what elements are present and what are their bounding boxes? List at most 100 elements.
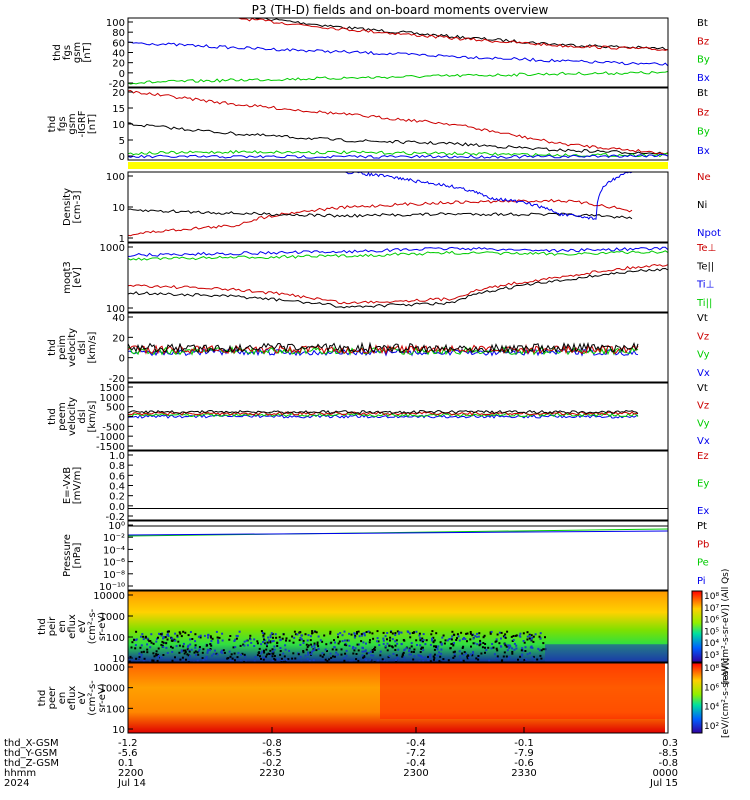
y-tick-label: 10⁰: [108, 521, 125, 532]
y-axis-label: peim: [57, 335, 68, 360]
spectrogram-hot-region: [380, 663, 668, 719]
y-axis-label: gsm: [67, 113, 78, 134]
legend-Ex: Ex: [697, 506, 709, 517]
y-tick-label: 1000: [100, 612, 125, 623]
legend-Pi: Pi: [697, 576, 706, 587]
series-line-Ni: [127, 208, 633, 220]
series-line-Bt: [128, 17, 669, 51]
y-tick-label: 10000: [93, 591, 125, 602]
colorbar-tick: 10⁶: [704, 616, 719, 626]
y-tick-label: 10⁻²: [103, 533, 125, 544]
y-tick-label: 100: [106, 633, 125, 644]
panel-peer_eflux: 10000 1000 100 10 thd peer en eflux eV (cm²-s-sr-…: [37, 658, 731, 738]
x-row-value: -8.5: [658, 748, 678, 759]
y-tick-label: -20: [109, 374, 125, 385]
y-axis-label: eV: [77, 620, 88, 633]
y-tick-label: 10000: [93, 663, 125, 674]
y-tick-label: 10⁻⁴: [103, 545, 125, 556]
legend-Pb: Pb: [697, 539, 709, 550]
y-tick-label: 20: [112, 333, 125, 344]
x-row-value: 2330: [511, 768, 536, 779]
y-axis-label: eV: [77, 691, 88, 704]
y-tick-label: 0: [119, 69, 125, 80]
panel-peim_velocity: 40 20 0 -20 thd peim velocity dsl [km/s] Vt Vz Vy Vx: [47, 312, 710, 385]
x-row-value: 2230: [259, 768, 284, 779]
panel-efield: 1.00.80.60.40.20.0-0.2 E=-VxB [mV/m] Ez Ey Ex: [62, 450, 709, 523]
x-row-value: -0.8: [262, 738, 282, 749]
x-row-label: hhmm: [4, 768, 36, 779]
x-row-value: -0.6: [514, 758, 534, 769]
colorbar-tick: 10³: [704, 651, 719, 661]
x-row-value: Jul 14: [117, 778, 146, 789]
x-row-value: -0.4: [406, 758, 426, 769]
y-tick-label: -1500: [96, 442, 125, 453]
y-tick-label: 500: [106, 403, 125, 414]
legend-By: By: [697, 55, 710, 66]
y-tick-label: 100: [106, 18, 125, 29]
x-row-value: -6.5: [262, 748, 282, 759]
panel-frame: [127, 450, 669, 521]
x-row-value: -0.4: [406, 738, 426, 749]
panel-frame: [127, 590, 669, 663]
y-tick-label: 100: [106, 704, 125, 715]
series-line-Bx: [127, 153, 669, 159]
colorbar-tick: 10⁷: [704, 604, 719, 614]
y-axis-label: peem: [57, 402, 68, 430]
spectrogram-speckle: [128, 630, 547, 664]
y-axis-label: velocity: [67, 397, 78, 436]
x-row-value: -7.9: [514, 748, 534, 759]
series-line-Te||: [127, 267, 669, 309]
spectrogram-low-band: [545, 644, 668, 662]
y-axis-label: velocity: [67, 328, 78, 367]
velocity-trace-black: [127, 341, 639, 354]
y-axis-label: [km/s]: [87, 331, 98, 363]
x-row-label: 2024: [4, 778, 29, 789]
velocity-trace-red: [127, 411, 639, 416]
legend-Bz: Bz: [697, 107, 709, 118]
y-axis-label: Density: [62, 188, 73, 226]
y-tick-label: 0: [119, 413, 125, 424]
colorbar-label: [eV/(cm²-s-sr-eV)] (All Qs): [721, 569, 731, 685]
y-tick-label: 10: [112, 725, 125, 736]
y-tick-label: 15: [112, 104, 125, 115]
y-tick-label: 10⁻¹⁰: [99, 582, 125, 593]
y-tick-label: 10: [112, 654, 125, 665]
legend-Bx: Bx: [697, 73, 710, 84]
legend-Ti⊥: Ti⊥: [696, 280, 714, 291]
y-axis-label: eflux: [67, 614, 78, 639]
panel-temperature: 1000 100 moqt3 [eV] Te⊥ Te|| Ti⊥ Ti||: [62, 242, 716, 315]
x-row-value: -0.1: [514, 738, 534, 749]
colorbar-tick: 10⁶: [704, 683, 719, 693]
legend-Vy: Vy: [697, 350, 710, 361]
x-row-value: 0.1: [118, 758, 134, 769]
velocity-trace-red: [127, 343, 639, 355]
y-axis-label: fgs: [57, 116, 68, 131]
y-tick-label: 0.4: [109, 482, 125, 493]
x-row-value: Jul 15: [649, 778, 678, 789]
y-tick-label: 40: [112, 49, 125, 60]
legend-Vt: Vt: [697, 383, 708, 394]
velocity-trace-black: [127, 409, 639, 415]
x-row-label: thd_X-GSM: [4, 738, 59, 749]
legend-Vz: Vz: [697, 331, 709, 342]
panel-density: 100 10 1 Density [cm-3] Ne Ni Npot: [62, 171, 721, 245]
x-axis-labels: thd_X-GSM -1.2 -0.8 -0.4 -0.1 0.3 thd_Y-GSM -5.…: [4, 727, 678, 789]
y-tick-label: 5: [119, 136, 125, 147]
legend-Vz: Vz: [697, 401, 709, 412]
y-axis-label: thd: [37, 690, 48, 707]
panel-frame: [127, 242, 669, 313]
colorbar-tick: 10⁵: [704, 627, 719, 637]
legend-Vx: Vx: [697, 436, 710, 447]
legend-Bt: Bt: [697, 18, 708, 29]
y-tick-label: 1000: [100, 684, 125, 695]
x-row-value: 0.3: [662, 738, 678, 749]
colorbar: [691, 662, 703, 734]
panel-frame: [127, 171, 669, 243]
legend-Npot: Npot: [697, 228, 721, 239]
y-tick-label: 0.8: [109, 461, 125, 472]
y-tick-label: 20: [112, 88, 125, 99]
velocity-trace-green: [127, 412, 639, 418]
y-tick-label: 0: [119, 152, 125, 163]
y-tick-label: 0: [119, 354, 125, 365]
